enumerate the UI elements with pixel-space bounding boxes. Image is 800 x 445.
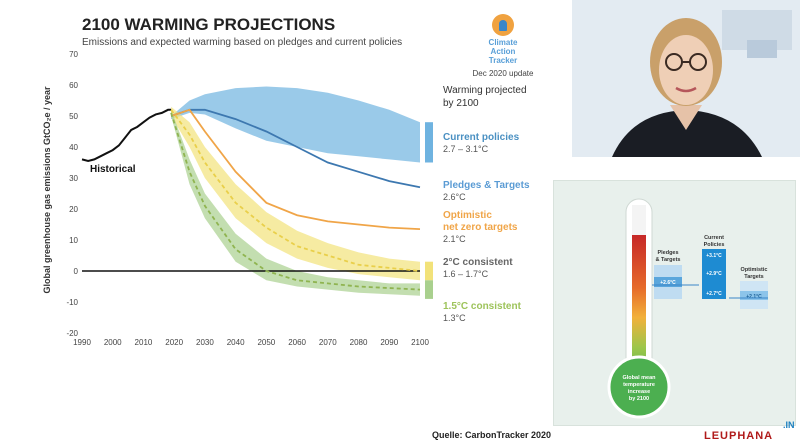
legend-pledges-targets: Pledges & Targets (443, 180, 530, 191)
x-tick-label: 2040 (227, 338, 245, 347)
bulb-line3: increase (628, 389, 650, 395)
series-optimistic-net-zero-targets (170, 108, 421, 231)
end-bar-1-5-c-consistent (425, 280, 433, 299)
legend-1-5c: 1.5°C consistent (443, 301, 522, 312)
pledges-label-1: Pledges (657, 250, 678, 256)
source-caption: Quelle: CarbonTracker 2020 (432, 430, 552, 440)
series-historical (81, 108, 172, 162)
logo-line3: Tracker (488, 56, 518, 65)
logo-line1: Climate (488, 38, 518, 47)
bulb-line1: Global mean (622, 375, 656, 381)
current-value: +2.9°C (706, 271, 722, 277)
pledges-label-2: & Targets (656, 257, 681, 263)
speaker-video (572, 0, 800, 157)
x-ticks: 1990 2000 2010 2020 2030 2040 2050 2060 2070 2080… (73, 338, 429, 347)
logo-icon (492, 14, 514, 36)
climate-action-tracker-logo: Climate Action Tracker Dec 2020 update (448, 14, 558, 78)
legend-header-line1: Warming projected (443, 85, 527, 96)
x-tick-label: 2030 (196, 338, 214, 347)
current-label-2: Policies (704, 242, 725, 248)
series-1-5-c-consistent (170, 112, 421, 291)
y-tick-label: 40 (69, 143, 78, 152)
update-date: Dec 2020 update (472, 69, 534, 78)
legend-optimistic-line2: net zero targets (443, 222, 518, 233)
brand-logo: LEUPHANA (704, 430, 774, 442)
x-tick-label: 2090 (380, 338, 398, 347)
end-bar-2-c-consistent (425, 261, 433, 281)
band-current-policies (171, 86, 420, 163)
x-tick-label: 2070 (319, 338, 337, 347)
legend-2c-range: 1.6 – 1.7°C (443, 269, 489, 279)
historical-annotation: Historical (90, 164, 136, 175)
pledges-value: +2.6°C (660, 280, 676, 286)
x-tick-label: 1990 (73, 338, 91, 347)
x-tick-label: 2100 (411, 338, 429, 347)
bulb-line4: by 2100 (629, 396, 649, 402)
x-tick-label: 2060 (288, 338, 306, 347)
y-tick-label: 0 (74, 267, 79, 276)
y-tick-label: 10 (69, 236, 78, 245)
y-tick-label: 60 (69, 81, 78, 90)
y-tick-label: 50 (69, 112, 78, 121)
legend-current-policies-range: 2.7 – 3.1°C (443, 144, 489, 154)
legend-1-5c-range: 1.3°C (443, 313, 466, 323)
current-high: +3.1°C (706, 253, 722, 259)
optimistic-value: +2.1°C (746, 294, 762, 300)
projection-series (81, 108, 421, 291)
y-tick-label: -10 (66, 298, 78, 307)
x-tick-label: 2020 (165, 338, 183, 347)
y-tick-label: 30 (69, 174, 78, 183)
legend-current-policies: Current policies (443, 132, 520, 143)
bulb-line2: temperature (623, 382, 655, 388)
projection-bands (171, 86, 420, 296)
end-bars (425, 122, 433, 299)
y-tick-label: -20 (66, 329, 78, 338)
y-tick-label: 70 (69, 50, 78, 59)
legend-optimistic-range: 2.1°C (443, 234, 466, 244)
emissions-chart: 2100 WARMING PROJECTIONS Emissions and e… (42, 15, 530, 347)
optimistic-label-1: Optimistic (741, 267, 768, 273)
legend-2c: 2°C consistent (443, 257, 513, 268)
series-2-c-consistent (170, 109, 421, 272)
legend-pledges-targets-range: 2.6°C (443, 192, 466, 202)
thermometer-panel: Global mean temperature increase by 2100… (553, 180, 796, 426)
speaker-person-icon (572, 0, 800, 157)
optimistic-label-2: Targets (744, 274, 763, 280)
current-label-1: Current (704, 235, 724, 241)
series-pledges-targets (170, 108, 421, 189)
x-tick-label: 2080 (350, 338, 368, 347)
x-tick-label: 2010 (135, 338, 153, 347)
y-ticks: -20 -10 0 10 20 30 40 50 60 70 (66, 50, 78, 338)
legend-optimistic: Optimistic (443, 210, 492, 221)
x-tick-label: 2000 (104, 338, 122, 347)
chart-area: 2100 WARMING PROJECTIONS Emissions and e… (42, 15, 530, 347)
chart-subtitle: Emissions and expected warming based on … (82, 37, 402, 48)
band-1-5-c-consistent (171, 109, 420, 296)
thermometer-graphic: Global mean temperature increase by 2100… (607, 198, 768, 419)
band-2-c-consistent (171, 106, 420, 281)
end-bar-current-policies (425, 122, 433, 163)
chart-title: 2100 WARMING PROJECTIONS (82, 15, 335, 34)
y-tick-label: 20 (69, 205, 78, 214)
x-tick-label: 2050 (257, 338, 275, 347)
legend-header-line2: by 2100 (443, 98, 479, 109)
y-axis-label: Global greenhouse gas emissions GtCO₂e /… (42, 86, 52, 294)
logo-line2: Action (490, 47, 516, 56)
brand-suffix: .IN (783, 420, 795, 430)
current-low: +2.7°C (706, 291, 722, 297)
